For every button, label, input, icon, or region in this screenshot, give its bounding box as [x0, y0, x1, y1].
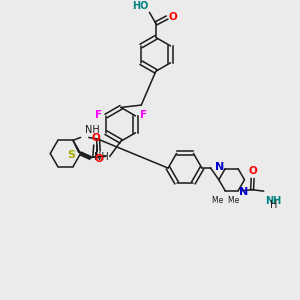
- Text: F: F: [95, 110, 102, 120]
- Text: NH: NH: [94, 152, 108, 162]
- Text: S: S: [67, 150, 75, 160]
- Text: Me  Me: Me Me: [212, 196, 239, 205]
- Text: NH: NH: [266, 196, 282, 206]
- Text: N: N: [239, 187, 248, 197]
- Text: HO: HO: [132, 2, 148, 11]
- Text: O: O: [168, 12, 177, 22]
- Text: N: N: [215, 162, 224, 172]
- Text: O: O: [92, 133, 100, 143]
- Text: H: H: [270, 200, 278, 210]
- Text: NH: NH: [85, 125, 99, 135]
- Text: F: F: [140, 110, 147, 120]
- Text: O: O: [95, 154, 103, 164]
- Text: O: O: [249, 166, 258, 176]
